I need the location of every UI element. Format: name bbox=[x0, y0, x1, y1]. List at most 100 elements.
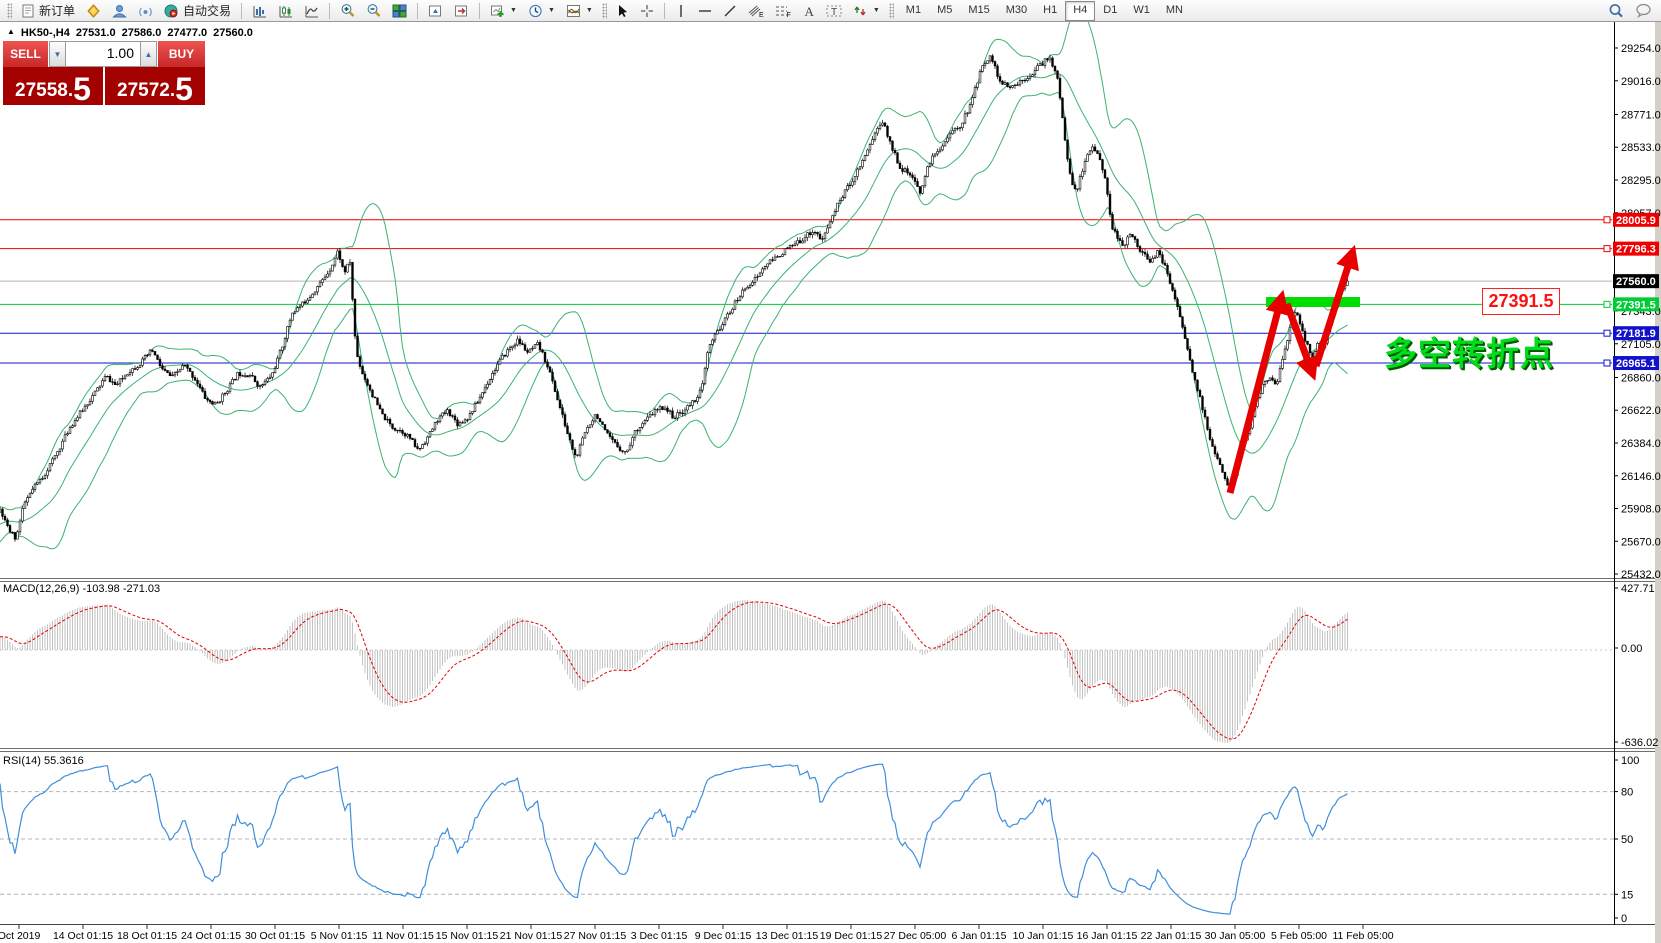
price-axis[interactable]: 29254.029016.028771.028533.028295.028057… bbox=[1603, 43, 1661, 925]
crosshair-button[interactable] bbox=[635, 1, 659, 21]
price-flag-text: 26965.1 bbox=[1616, 358, 1656, 370]
toolbar-separator bbox=[417, 2, 419, 19]
timeframe-M5[interactable]: M5 bbox=[937, 3, 953, 16]
bar-chart-icon bbox=[252, 4, 267, 18]
crosshair-icon bbox=[640, 4, 654, 18]
sell-button[interactable]: SELL bbox=[3, 41, 49, 67]
trendline-icon bbox=[723, 4, 737, 18]
chart-canvas[interactable]: MACD(12,26,9) -103.98 -271.03 RSI(14) 55.… bbox=[0, 22, 1661, 943]
level-anchor[interactable] bbox=[1603, 216, 1611, 224]
market-button[interactable] bbox=[81, 1, 106, 21]
chevron-down-icon: ▼ bbox=[585, 7, 593, 14]
trend-arrow[interactable] bbox=[1312, 244, 1359, 368]
person-icon bbox=[112, 4, 127, 18]
time-tick: 14 Oct 01:15 bbox=[53, 930, 113, 942]
level-anchor[interactable] bbox=[1603, 300, 1611, 308]
new-chart-icon bbox=[490, 4, 505, 18]
svg-text:F: F bbox=[786, 12, 790, 18]
buy-price[interactable]: 27572. 5 bbox=[105, 67, 205, 105]
tile-windows-button[interactable] bbox=[387, 1, 412, 21]
timeframe-M1[interactable]: M1 bbox=[905, 3, 922, 16]
sell-price[interactable]: 27558. 5 bbox=[3, 67, 105, 105]
periods-button[interactable]: ▼ bbox=[523, 1, 560, 21]
macd-pane[interactable] bbox=[0, 599, 1614, 743]
buy-button[interactable]: BUY bbox=[157, 41, 205, 67]
timeframe-H1[interactable]: H1 bbox=[1043, 3, 1058, 16]
vertical-line-button[interactable] bbox=[670, 1, 692, 21]
volume-down-button[interactable]: ▼ bbox=[49, 41, 66, 67]
zoom-out-icon bbox=[366, 3, 381, 18]
price-tick: 26860.0 bbox=[1621, 372, 1661, 384]
level-anchor[interactable] bbox=[1603, 329, 1611, 337]
collapse-triangle-icon[interactable]: ▲ bbox=[7, 27, 15, 36]
svg-text:T: T bbox=[831, 7, 837, 18]
toolbar-grip[interactable] bbox=[7, 2, 12, 19]
tile-windows-icon bbox=[392, 4, 407, 18]
symbol-info: ▲ HK50-,H4 27531.0 27586.0 27477.0 27560… bbox=[7, 27, 253, 39]
time-tick: 11 Feb 05:00 bbox=[1332, 930, 1393, 942]
channel-button[interactable]: E bbox=[743, 1, 769, 21]
fibonacci-button[interactable]: F bbox=[770, 1, 796, 21]
time-tick: 9 Dec 01:15 bbox=[695, 930, 752, 942]
price-tick: 26622.0 bbox=[1621, 405, 1661, 417]
macd-tick: 427.71 bbox=[1621, 583, 1655, 595]
new-order-button[interactable]: 新订单 bbox=[16, 1, 80, 21]
autotrading-button[interactable]: 自动交易 bbox=[159, 1, 236, 21]
auto-arrange-button[interactable] bbox=[423, 1, 448, 21]
chevron-down-icon: ▼ bbox=[547, 7, 555, 14]
level-anchor[interactable] bbox=[1603, 245, 1611, 253]
level-anchor[interactable] bbox=[1603, 359, 1611, 367]
news-button[interactable] bbox=[133, 1, 158, 21]
price-flag bbox=[1613, 241, 1659, 256]
volume-input[interactable]: 1.00 bbox=[66, 41, 140, 67]
timeframe-D1[interactable]: D1 bbox=[1103, 3, 1118, 16]
candlestick-icon bbox=[278, 4, 293, 18]
ohlc-close: 27560.0 bbox=[213, 27, 253, 39]
time-tick: 27 Dec 05:00 bbox=[884, 930, 947, 942]
price-tick: 27105.0 bbox=[1621, 339, 1661, 351]
trend-arrow[interactable] bbox=[1283, 302, 1319, 381]
time-tick: 24 Oct 01:15 bbox=[181, 930, 241, 942]
trendline-button[interactable] bbox=[718, 1, 742, 21]
cursor-button[interactable] bbox=[611, 1, 634, 21]
price-level-callout[interactable]: 27391.5 bbox=[1482, 288, 1560, 315]
horizontal-line-button[interactable] bbox=[693, 1, 717, 21]
search-button[interactable] bbox=[1603, 1, 1629, 21]
indicators-icon bbox=[566, 4, 581, 18]
rsi-line bbox=[0, 763, 1348, 915]
drawing-objects[interactable] bbox=[1226, 244, 1360, 494]
toolbar-grip[interactable] bbox=[601, 2, 607, 19]
time-axis[interactable]: Oct 2019 14 Oct 01:15 18 Oct 01:15 24 Oct 0… bbox=[0, 925, 1394, 942]
new-chart-button[interactable]: ▼ bbox=[485, 1, 522, 21]
line-chart-button[interactable] bbox=[299, 1, 324, 21]
price-pane[interactable] bbox=[0, 22, 1612, 550]
volume-up-button[interactable]: ▲ bbox=[140, 41, 157, 67]
arrows-button[interactable]: ▼ bbox=[848, 1, 885, 21]
chart-shift-button[interactable] bbox=[449, 1, 474, 21]
toolbar-separator bbox=[329, 2, 331, 19]
toolbar-grip[interactable] bbox=[888, 2, 894, 19]
community-button[interactable] bbox=[107, 1, 132, 21]
timeframe-M15[interactable]: M15 bbox=[968, 3, 990, 16]
highlight-bar[interactable] bbox=[1266, 297, 1360, 307]
turning-point-note[interactable]: 多空转折点 bbox=[1384, 335, 1554, 372]
macd-tick: -636.02 bbox=[1621, 737, 1658, 749]
timeframe-H4[interactable]: H4 bbox=[1065, 0, 1096, 21]
text-a-icon: A bbox=[802, 4, 815, 18]
time-tick: 5 Nov 01:15 bbox=[311, 930, 368, 942]
timeframe-MN[interactable]: MN bbox=[1165, 3, 1183, 16]
zoom-in-button[interactable] bbox=[335, 1, 360, 21]
timeframe-M30[interactable]: M30 bbox=[1005, 3, 1028, 16]
zoom-out-button[interactable] bbox=[361, 1, 386, 21]
chat-button[interactable] bbox=[1630, 1, 1657, 21]
trend-arrow[interactable] bbox=[1226, 289, 1289, 494]
candlestick-chart-button[interactable] bbox=[273, 1, 298, 21]
rsi-pane[interactable] bbox=[0, 763, 1614, 915]
text-label-button[interactable]: T bbox=[821, 1, 847, 21]
autotrading-label: 自动交易 bbox=[183, 4, 232, 18]
timeframe-W1[interactable]: W1 bbox=[1133, 3, 1150, 16]
text-button[interactable]: A bbox=[797, 1, 820, 21]
time-tick: 15 Nov 01:15 bbox=[436, 930, 499, 942]
indicators-button[interactable]: ▼ bbox=[561, 1, 598, 21]
bar-chart-button[interactable] bbox=[247, 1, 272, 21]
